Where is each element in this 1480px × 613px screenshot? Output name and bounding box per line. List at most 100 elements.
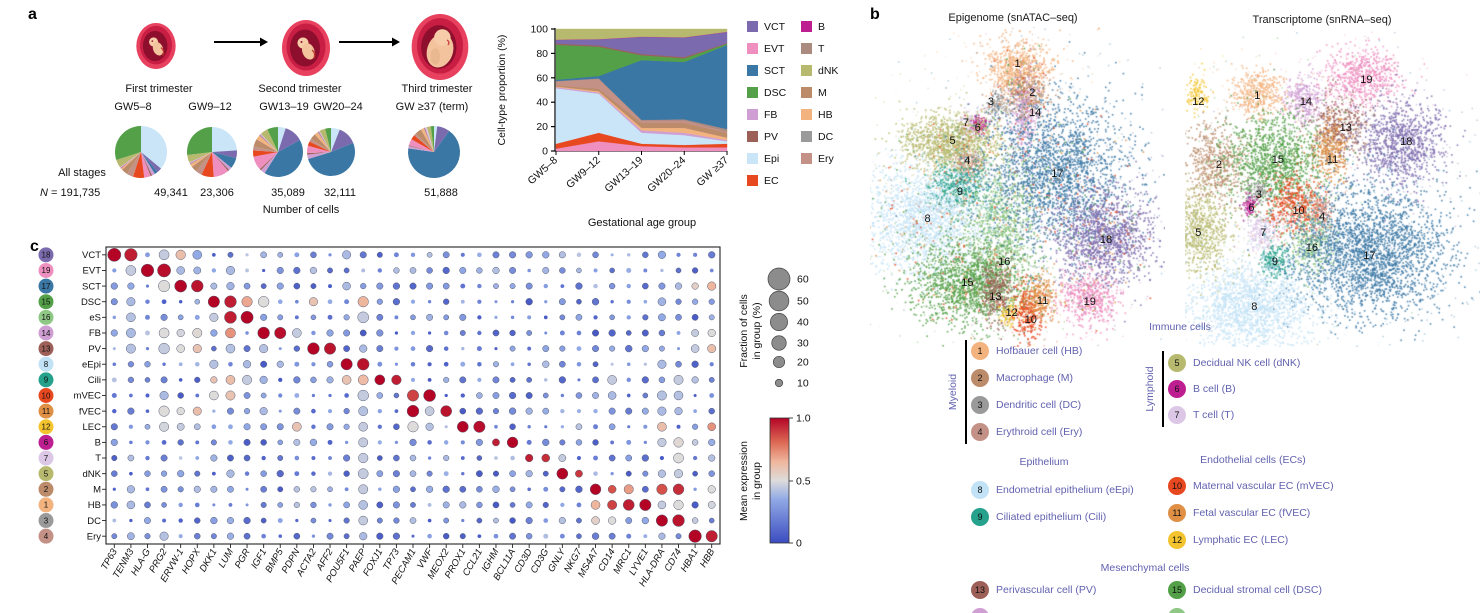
dot-Ery-CCL21 xyxy=(477,534,482,539)
dot-SCT-TP73 xyxy=(392,282,401,290)
dot-VCT-CCL21 xyxy=(477,252,482,258)
dot-LEC-LUM xyxy=(228,424,233,430)
colorbar-tick: 1.0 xyxy=(796,413,811,425)
dot-fVEC-CCL21 xyxy=(475,407,483,415)
dot-Cili-IGHM xyxy=(492,376,500,384)
dot-fVEC-PROX1 xyxy=(459,407,467,415)
dot-HB-PGR xyxy=(245,503,249,507)
dot-T-CD3G xyxy=(541,453,551,463)
dot-dNK-POU5F1 xyxy=(343,470,350,477)
size-legend-circle-10 xyxy=(774,378,784,388)
dot-fVEC-MRC1 xyxy=(625,407,633,415)
dot-dNK-PDPN xyxy=(294,471,300,477)
row-badge-number: 19 xyxy=(42,266,51,275)
dot-M-BMP5 xyxy=(277,486,284,493)
dot-Cili-PGR xyxy=(242,374,252,385)
dot-eEpi-IGF1 xyxy=(260,360,268,368)
number-of-cells-axis-label: Number of cells xyxy=(263,204,340,216)
dot-eEpi-BMP5 xyxy=(276,360,284,368)
dot-PV-POU5F1 xyxy=(343,345,350,352)
dot-EVT-ACTA2 xyxy=(309,266,318,275)
size-legend-value: 10 xyxy=(797,378,809,390)
dot-eEpi-CD3G xyxy=(542,360,550,368)
dot-mVEC-ACTA2 xyxy=(311,393,316,398)
dot-PV-IGHM xyxy=(494,347,498,351)
dot-LEC-TENM3 xyxy=(128,424,134,429)
dot-B-CD14 xyxy=(610,440,615,445)
dot-PV-PRG2 xyxy=(158,342,170,355)
dot-mVEC-BCL11A xyxy=(508,391,517,400)
dot-PV-PDPN xyxy=(293,345,300,352)
celltype-label-10: Maternal vascular EC (mVEC) xyxy=(1193,480,1334,492)
dot-VCT-ERVW-1 xyxy=(175,249,186,260)
dot-eEpi-HBB xyxy=(709,362,714,367)
dot-DC-PECAM1 xyxy=(409,517,417,524)
dot-DC-PGR xyxy=(243,516,251,525)
row-celltype-label: FB xyxy=(89,328,101,339)
dot-SCT-AFF2 xyxy=(328,284,332,289)
dot-PV-VWF xyxy=(426,345,434,353)
pie-chart-GW13–19 xyxy=(253,127,303,177)
dot-T-TP73 xyxy=(393,454,400,462)
dot-eS-NKG7 xyxy=(575,313,583,321)
legend-swatch-M xyxy=(801,87,812,98)
row-celltype-label: T xyxy=(95,453,101,464)
row-badge-number: 4 xyxy=(44,532,49,541)
dot-Ery-PAEP xyxy=(359,532,368,541)
dot-HB-MRC1 xyxy=(622,499,635,511)
dot-DSC-PRG2 xyxy=(161,299,167,305)
dot-LEC-MRC1 xyxy=(627,425,631,429)
dot-SCT-NKG7 xyxy=(575,282,583,290)
dot-HB-PAEP xyxy=(358,500,368,510)
dot-Ery-CD3D xyxy=(525,532,533,540)
row-celltype-label: dNK xyxy=(83,469,102,480)
dot-eS-CD14 xyxy=(609,314,615,321)
dot-dNK-PGR xyxy=(244,471,250,476)
dot-T-BCL11A xyxy=(510,455,515,461)
dot-eS-IGF1 xyxy=(260,313,268,321)
cell-count: 51,888 xyxy=(424,187,458,199)
dot-mVEC-GNLY xyxy=(560,393,565,398)
dotplot-row-label-eS: 16 eS xyxy=(38,309,106,325)
trimester-label: Second trimester xyxy=(258,83,341,95)
dot-LEC-NKG7 xyxy=(575,423,583,431)
dot-VCT-FOXJ1 xyxy=(376,251,383,258)
dot-B-IGF1 xyxy=(260,439,267,446)
dot-mVEC-CD14 xyxy=(607,391,617,400)
size-legend-circle-20 xyxy=(772,355,786,369)
dot-eS-BCL11A xyxy=(510,315,515,320)
cell-count: 35,089 xyxy=(271,187,305,199)
dot-FB-CD3G xyxy=(544,331,548,335)
dot-FB-HLA-G xyxy=(145,330,150,336)
dot-M-PDPN xyxy=(293,486,301,493)
dotplot-row-label-FB: 14 FB xyxy=(38,325,106,341)
dot-fVEC-HBB xyxy=(708,407,715,415)
dot-FB-LYVE1 xyxy=(641,329,649,337)
dot-eEpi-HBA1 xyxy=(691,360,699,368)
dotplot-row-label-Ery: 4 Ery xyxy=(38,528,106,544)
area-ylabel: Cell-type proportion (%) xyxy=(496,35,508,146)
dot-mVEC-POU5F1 xyxy=(344,393,349,398)
dot-HB-LYVE1 xyxy=(639,498,652,511)
dot-LEC-HBB xyxy=(707,422,716,432)
row-celltype-label: B xyxy=(95,438,101,449)
dot-FB-BMP5 xyxy=(274,327,287,339)
dot-DC-POU5F1 xyxy=(343,517,350,524)
dot-HB-CD74 xyxy=(673,499,684,510)
pie-chart-GW5–8 xyxy=(115,126,167,178)
dot-dNK-LYVE1 xyxy=(642,470,649,477)
dot-DC-CD74 xyxy=(672,514,685,527)
dot-VCT-IGF1 xyxy=(260,251,267,259)
dot-DSC-CD14 xyxy=(610,300,614,304)
dot-DSC-CD3G xyxy=(544,300,548,304)
dot-B-HLA-DRA xyxy=(657,437,667,447)
dot-SCT-CD14 xyxy=(608,282,616,290)
dot-B-MS4A7 xyxy=(592,439,599,446)
dot-LEC-PDPN xyxy=(292,422,302,432)
dot-PV-MEOX2 xyxy=(443,346,449,351)
dot-Cili-CCL21 xyxy=(477,377,482,382)
dot-Ery-BCL11A xyxy=(509,532,516,540)
dot-PV-BCL11A xyxy=(509,345,516,352)
dotplot-row-label-DSC: 15 DSC xyxy=(38,294,106,310)
